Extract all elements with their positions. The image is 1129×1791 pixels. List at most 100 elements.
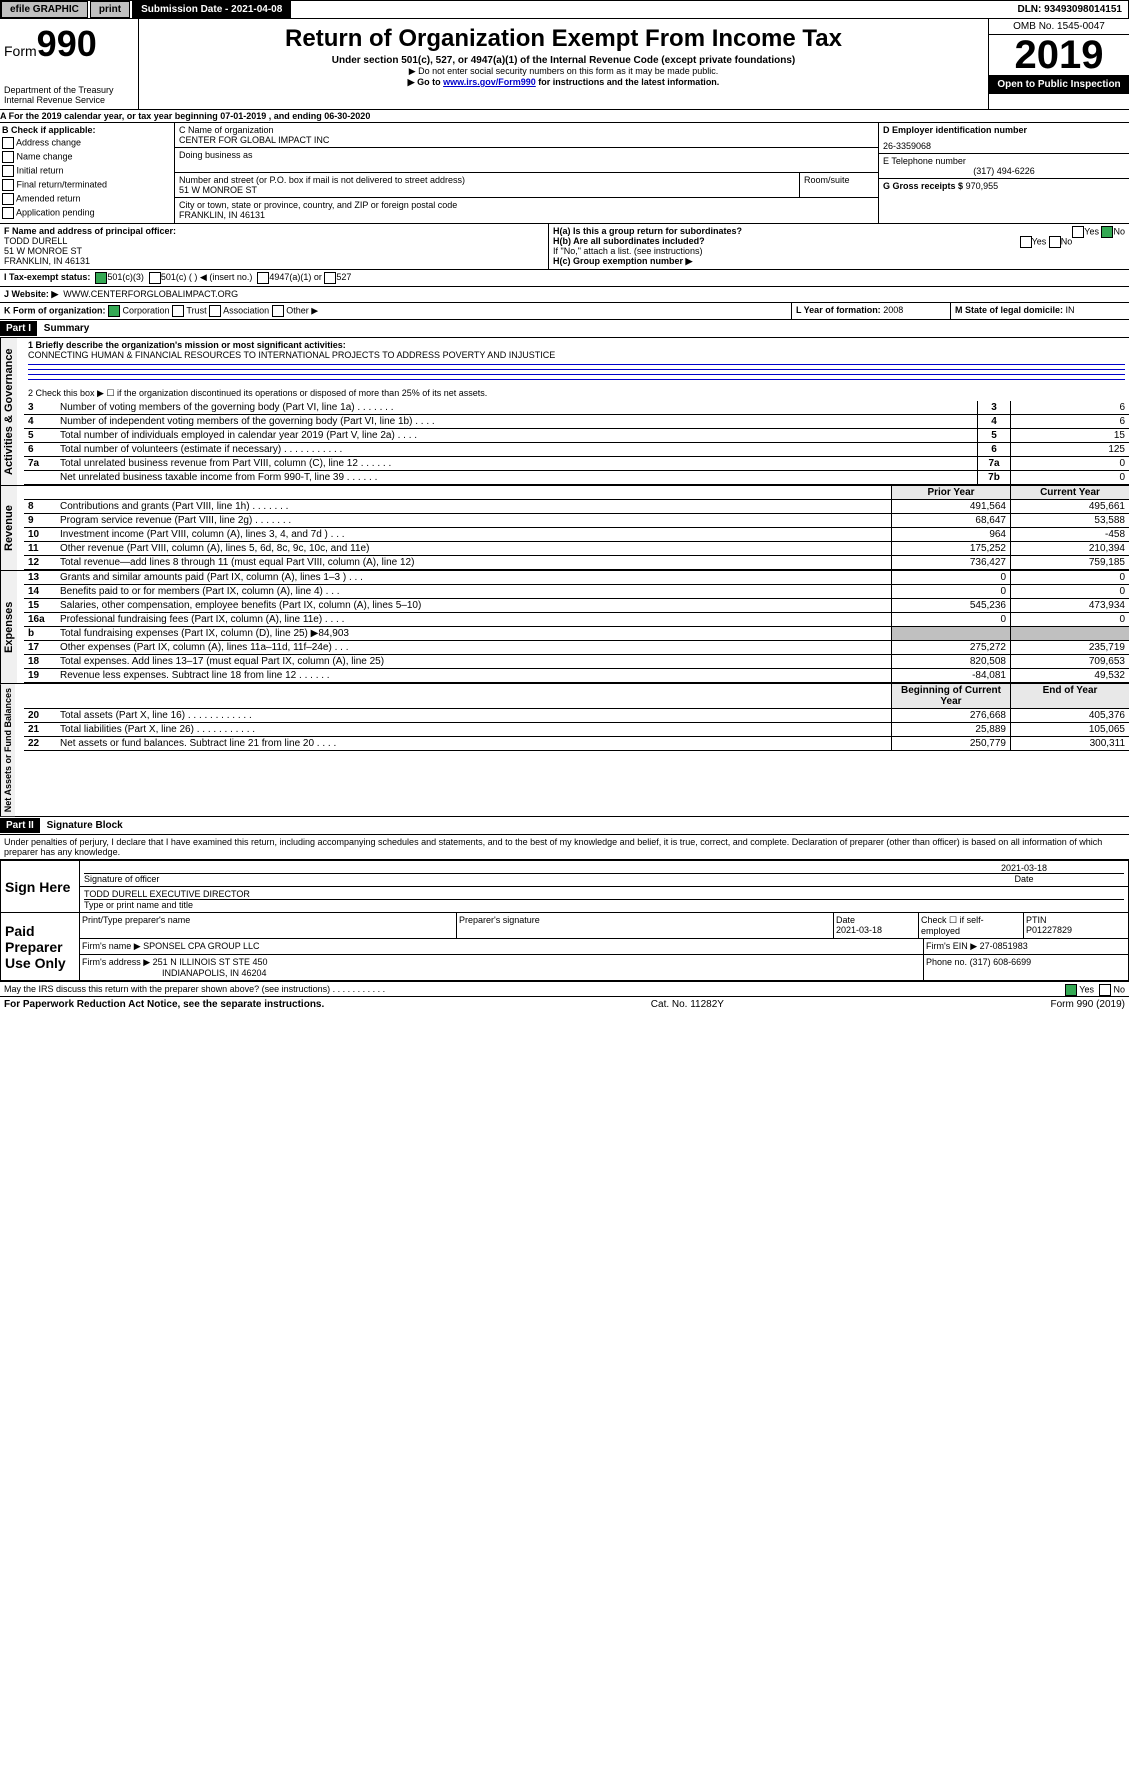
dept: Department of the Treasury — [4, 85, 134, 95]
efile-btn[interactable]: efile GRAPHIC — [1, 1, 88, 18]
sig-date: 2021-03-18 — [924, 863, 1124, 873]
check-pending: Application pending — [2, 207, 172, 219]
firm-ein: 27-0851983 — [980, 941, 1028, 951]
org-addr: 51 W MONROE ST — [179, 185, 795, 195]
topbar: efile GRAPHIC print Submission Date - 20… — [0, 0, 1129, 19]
room-label: Room/suite — [800, 173, 878, 197]
box-l-label: L Year of formation: — [796, 305, 881, 315]
summary-line: 14Benefits paid to or for members (Part … — [24, 585, 1129, 599]
org-city: FRANKLIN, IN 46131 — [179, 210, 874, 220]
discuss-text: May the IRS discuss this return with the… — [4, 984, 385, 994]
box-k-label: K Form of organization: — [4, 305, 106, 315]
summary-line: 13Grants and similar amounts paid (Part … — [24, 571, 1129, 585]
summary-line: 12Total revenue—add lines 8 through 11 (… — [24, 556, 1129, 570]
q1-label: 1 Briefly describe the organization's mi… — [28, 340, 1125, 350]
vlabel-rev: Revenue — [0, 486, 17, 570]
summary-line: 3Number of voting members of the governi… — [24, 401, 1129, 415]
note-ssn: ▶ Do not enter social security numbers o… — [143, 66, 984, 77]
summary-line: bTotal fundraising expenses (Part IX, co… — [24, 627, 1129, 641]
summary-line: 9Program service revenue (Part VIII, lin… — [24, 514, 1129, 528]
year-formation: 2008 — [883, 305, 903, 315]
vlabel-gov: Activities & Governance — [0, 338, 17, 485]
ha-label: H(a) Is this a group return for subordin… — [553, 226, 742, 236]
prep-name-label: Print/Type preparer's name — [80, 913, 457, 938]
form-footer: Form 990 (2019) — [1051, 999, 1125, 1010]
check-addr: Address change — [2, 137, 172, 149]
sig-officer-label: Signature of officer — [84, 874, 924, 884]
officer-printed: TODD DURELL EXECUTIVE DIRECTOR — [84, 889, 1124, 900]
summary-line: 7aTotal unrelated business revenue from … — [24, 457, 1129, 471]
sign-here: Sign Here — [1, 861, 80, 913]
check-self: Check ☐ if self-employed — [919, 913, 1024, 938]
summary-line: 10Investment income (Part VIII, column (… — [24, 528, 1129, 542]
summary-line: 19Revenue less expenses. Subtract line 1… — [24, 669, 1129, 683]
box-g-label: G Gross receipts $ — [883, 181, 963, 191]
print-btn[interactable]: print — [90, 1, 130, 18]
prep-date: 2021-03-18 — [836, 925, 882, 935]
summary-line: 11Other revenue (Part VIII, column (A), … — [24, 542, 1129, 556]
summary-line: 4Number of independent voting members of… — [24, 415, 1129, 429]
type-name-label: Type or print name and title — [84, 900, 1124, 910]
ein-value: 26-3359068 — [883, 141, 1125, 151]
vlabel-exp: Expenses — [0, 571, 17, 683]
website-value: WWW.CENTERFORGLOBALIMPACT.ORG — [63, 289, 238, 300]
summary-line: Net unrelated business taxable income fr… — [24, 471, 1129, 485]
firm-phone: (317) 608-6699 — [970, 957, 1032, 967]
dln: DLN: 93493098014151 — [1017, 4, 1128, 15]
signature-table: Sign Here 2021-03-18 Signature of office… — [0, 860, 1129, 981]
summary-line: 20Total assets (Part X, line 16) . . . .… — [24, 709, 1129, 723]
form-header: Form990 Department of the Treasury Inter… — [0, 19, 1129, 110]
form-subtitle: Under section 501(c), 527, or 4947(a)(1)… — [143, 55, 984, 66]
form990-link[interactable]: www.irs.gov/Form990 — [443, 77, 536, 87]
city-label: City or town, state or province, country… — [179, 200, 874, 210]
col-current: Current Year — [1010, 486, 1129, 499]
box-m-label: M State of legal domicile: — [955, 305, 1063, 315]
org-name: CENTER FOR GLOBAL IMPACT INC — [179, 135, 874, 145]
open-public: Open to Public Inspection — [989, 75, 1129, 94]
box-b: B Check if applicable: Address change Na… — [0, 123, 175, 223]
ptin: P01227829 — [1026, 925, 1072, 935]
hc-label: H(c) Group exemption number ▶ — [553, 256, 1125, 267]
officer-name: TODD DURELL — [4, 236, 544, 246]
form-title: Return of Organization Exempt From Incom… — [143, 25, 984, 53]
cat-no: Cat. No. 11282Y — [651, 999, 724, 1010]
summary-line: 5Total number of individuals employed in… — [24, 429, 1129, 443]
q1-value: CONNECTING HUMAN & FINANCIAL RESOURCES T… — [28, 350, 1125, 360]
box-j-label: J Website: ▶ — [4, 289, 58, 300]
check-amended: Amended return — [2, 193, 172, 205]
hb-label: H(b) Are all subordinates included? — [553, 236, 705, 246]
box-i-label: I Tax-exempt status: — [4, 272, 90, 284]
penalty-text: Under penalties of perjury, I declare th… — [0, 835, 1129, 860]
box-d-label: D Employer identification number — [883, 125, 1125, 135]
box-e-label: E Telephone number — [883, 156, 1125, 166]
officer-addr2: FRANKLIN, IN 46131 — [4, 256, 544, 266]
check-final: Final return/terminated — [2, 179, 172, 191]
form-number: 990 — [37, 23, 97, 64]
submission-date: Submission Date - 2021-04-08 — [132, 1, 291, 18]
box-b-label: B Check if applicable: — [2, 125, 172, 135]
summary-line: 21Total liabilities (Part X, line 26) . … — [24, 723, 1129, 737]
col-prior: Prior Year — [891, 486, 1010, 499]
gross-receipts: 970,955 — [966, 181, 999, 191]
officer-addr1: 51 W MONROE ST — [4, 246, 544, 256]
firm-name: SPONSEL CPA GROUP LLC — [143, 941, 259, 951]
summary-line: 8Contributions and grants (Part VIII, li… — [24, 500, 1129, 514]
info-block: B Check if applicable: Address change Na… — [0, 123, 1129, 224]
col-end: End of Year — [1010, 684, 1129, 708]
tax-year: 2019 — [989, 35, 1129, 75]
irs: Internal Revenue Service — [4, 95, 134, 105]
phone-value: (317) 494-6226 — [883, 166, 1125, 176]
paid-preparer: Paid Preparer Use Only — [1, 913, 80, 981]
vlabel-net: Net Assets or Fund Balances — [0, 684, 15, 816]
part1-title: Summary — [40, 321, 94, 336]
check-name: Name change — [2, 151, 172, 163]
q2: 2 Check this box ▶ ☐ if the organization… — [24, 386, 1129, 401]
box-c-label: C Name of organization — [179, 125, 874, 135]
pra-notice: For Paperwork Reduction Act Notice, see … — [4, 999, 324, 1010]
period-line: A For the 2019 calendar year, or tax yea… — [0, 110, 1129, 123]
summary-line: 16aProfessional fundraising fees (Part I… — [24, 613, 1129, 627]
check-501c3[interactable] — [95, 272, 107, 284]
part2-header: Part II — [0, 818, 40, 833]
dba-label: Doing business as — [179, 150, 874, 160]
part1-header: Part I — [0, 321, 37, 336]
